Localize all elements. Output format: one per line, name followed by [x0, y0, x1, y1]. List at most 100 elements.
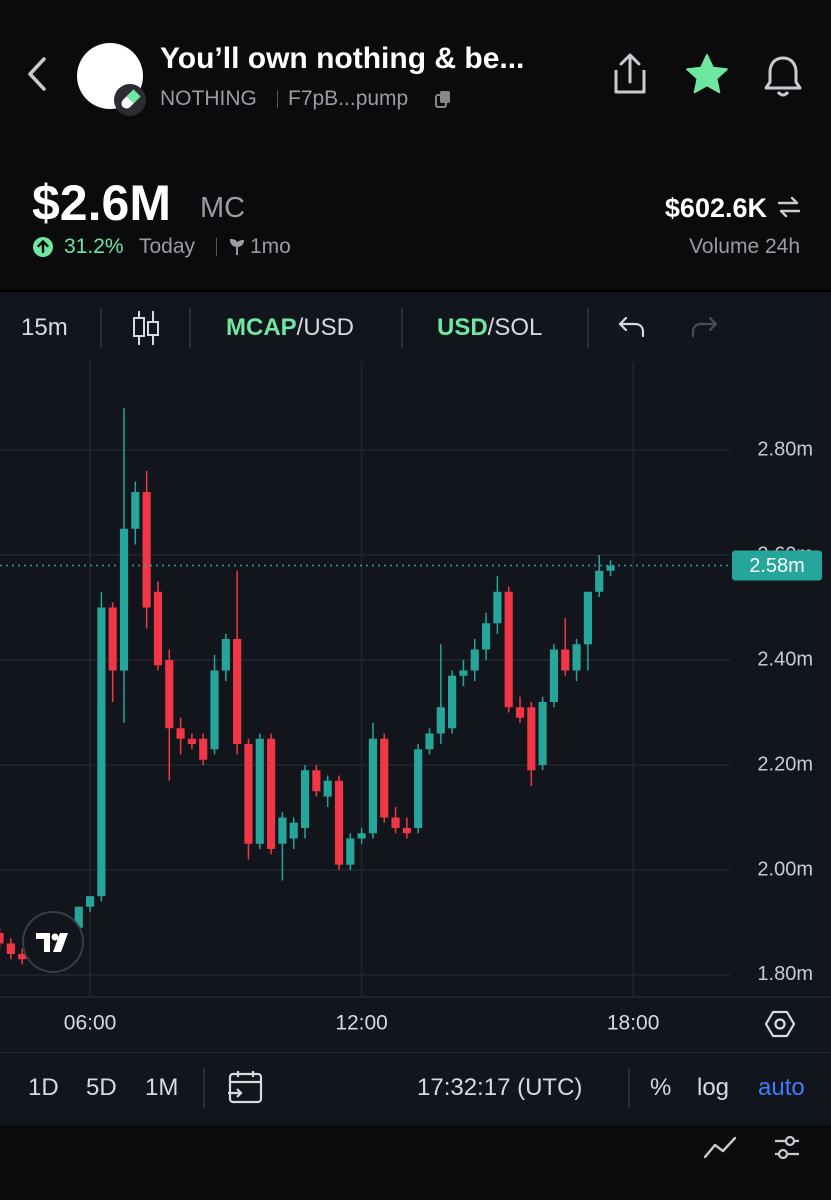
swap-icon[interactable] [776, 194, 802, 220]
mode-a-quote: /USD [296, 314, 355, 341]
mode-a: MCAP [226, 314, 297, 341]
alert-button[interactable] [760, 52, 806, 100]
last-price-tag [732, 550, 822, 581]
change: 31.2% [64, 235, 124, 258]
tradingview-logo [22, 911, 84, 973]
candle-body [131, 492, 140, 529]
candle-body [255, 738, 264, 844]
indicator-button[interactable] [703, 1135, 737, 1161]
candle-body [323, 780, 332, 797]
y-tick-label: 2.40m [757, 648, 813, 670]
candle-body [368, 738, 377, 834]
candle-body [572, 644, 581, 671]
mode-b-quote: /SOL [487, 314, 543, 341]
share-button[interactable] [608, 52, 652, 98]
chart-background [0, 362, 831, 1052]
copy-icon[interactable] [434, 89, 454, 109]
candle-body [391, 817, 400, 828]
grid [0, 362, 831, 998]
x-tick-label: 18:00 [607, 1012, 660, 1035]
candle-body [74, 906, 83, 928]
candle-body [210, 670, 219, 750]
candle-body [425, 733, 434, 750]
candle-body [108, 607, 117, 671]
bottom-bar [0, 1125, 831, 1200]
settings-sliders-button[interactable] [772, 1133, 802, 1163]
divider [203, 1068, 205, 1108]
candle-type-button[interactable] [130, 309, 162, 347]
percent-button[interactable]: % [650, 1074, 672, 1101]
candle-body [402, 827, 411, 834]
candle-body [244, 743, 253, 844]
token-title: You’ll own nothing & be... [160, 42, 525, 75]
candle-body [153, 591, 163, 666]
candles [0, 408, 615, 965]
mode-b: USD [437, 314, 488, 341]
candle-body [470, 649, 479, 671]
candle-body [448, 675, 457, 729]
date-range-button[interactable] [227, 1069, 265, 1107]
candle-body [357, 833, 366, 839]
candle-body [97, 607, 106, 897]
divider [277, 90, 278, 108]
range-button[interactable]: 5D [86, 1074, 117, 1101]
candle-body [18, 953, 27, 960]
candle-body [85, 896, 95, 907]
x-tick-label: 06:00 [64, 1012, 117, 1035]
candle-body [606, 565, 615, 571]
mode-toggle[interactable]: MCAP/USD [226, 314, 354, 342]
candle-body [142, 492, 151, 608]
up-icon [33, 237, 53, 257]
candle-body [0, 932, 4, 944]
y-tick-label: 1.80m [757, 963, 813, 985]
last-price-label: 2.58m [749, 555, 805, 577]
y-tick-label: 2.80m [757, 438, 813, 460]
candle-body [199, 738, 208, 760]
candle-body [481, 623, 491, 650]
price-chart: 1.80m2.00m2.20m2.40m2.60m2.80m06:0012:00… [0, 362, 831, 1052]
clock: 17:32:17 (UTC) [417, 1074, 583, 1101]
candle-body [504, 591, 513, 708]
chart-toolbar: 15m MCAP/USD USD/SOL [0, 292, 831, 363]
range-button[interactable]: 1M [145, 1074, 179, 1101]
candle-body [493, 591, 502, 624]
x-tick-label: 12:00 [335, 1012, 388, 1035]
candle-body [119, 528, 129, 671]
log-button[interactable]: log [697, 1074, 730, 1101]
candle-body [459, 670, 468, 676]
divider [587, 308, 589, 348]
candle-body [538, 701, 547, 765]
market-cap: $2.6M [32, 175, 171, 231]
candle-body [165, 660, 174, 729]
range-button[interactable]: 1D [28, 1074, 59, 1101]
candle-body [278, 817, 287, 844]
candle-body [334, 780, 344, 865]
divider [401, 308, 403, 348]
candle-body [221, 639, 230, 671]
favorite-button[interactable] [684, 52, 730, 98]
candle-body [289, 822, 298, 839]
back-button[interactable] [22, 55, 52, 95]
divider [628, 1068, 630, 1108]
age: 1mo [250, 235, 291, 258]
redo-button[interactable] [689, 314, 719, 340]
currency-toggle[interactable]: USD/SOL [437, 314, 542, 342]
settings-button[interactable] [764, 1010, 796, 1038]
volume-label: Volume 24h [689, 235, 800, 258]
header: You’ll own nothing & be... NOTHING F7pB.… [0, 0, 831, 290]
interval[interactable]: 15m [21, 314, 68, 341]
axes: 1.80m2.00m2.20m2.40m2.60m2.80m06:0012:00… [0, 438, 822, 1035]
y-tick-label: 2.20m [757, 753, 813, 775]
volume: $602.6K [664, 193, 767, 223]
undo-button[interactable] [617, 314, 647, 340]
divider [216, 238, 217, 256]
market-cap-unit: MC [200, 192, 246, 224]
candle-body [233, 639, 242, 744]
divider [100, 308, 102, 348]
auto-button[interactable]: auto [758, 1074, 805, 1101]
address[interactable]: F7pB...pump [288, 87, 409, 110]
candle-body [561, 649, 570, 671]
candle-body [515, 707, 525, 718]
candle-body [380, 738, 389, 818]
ticker: NOTHING [160, 87, 257, 110]
